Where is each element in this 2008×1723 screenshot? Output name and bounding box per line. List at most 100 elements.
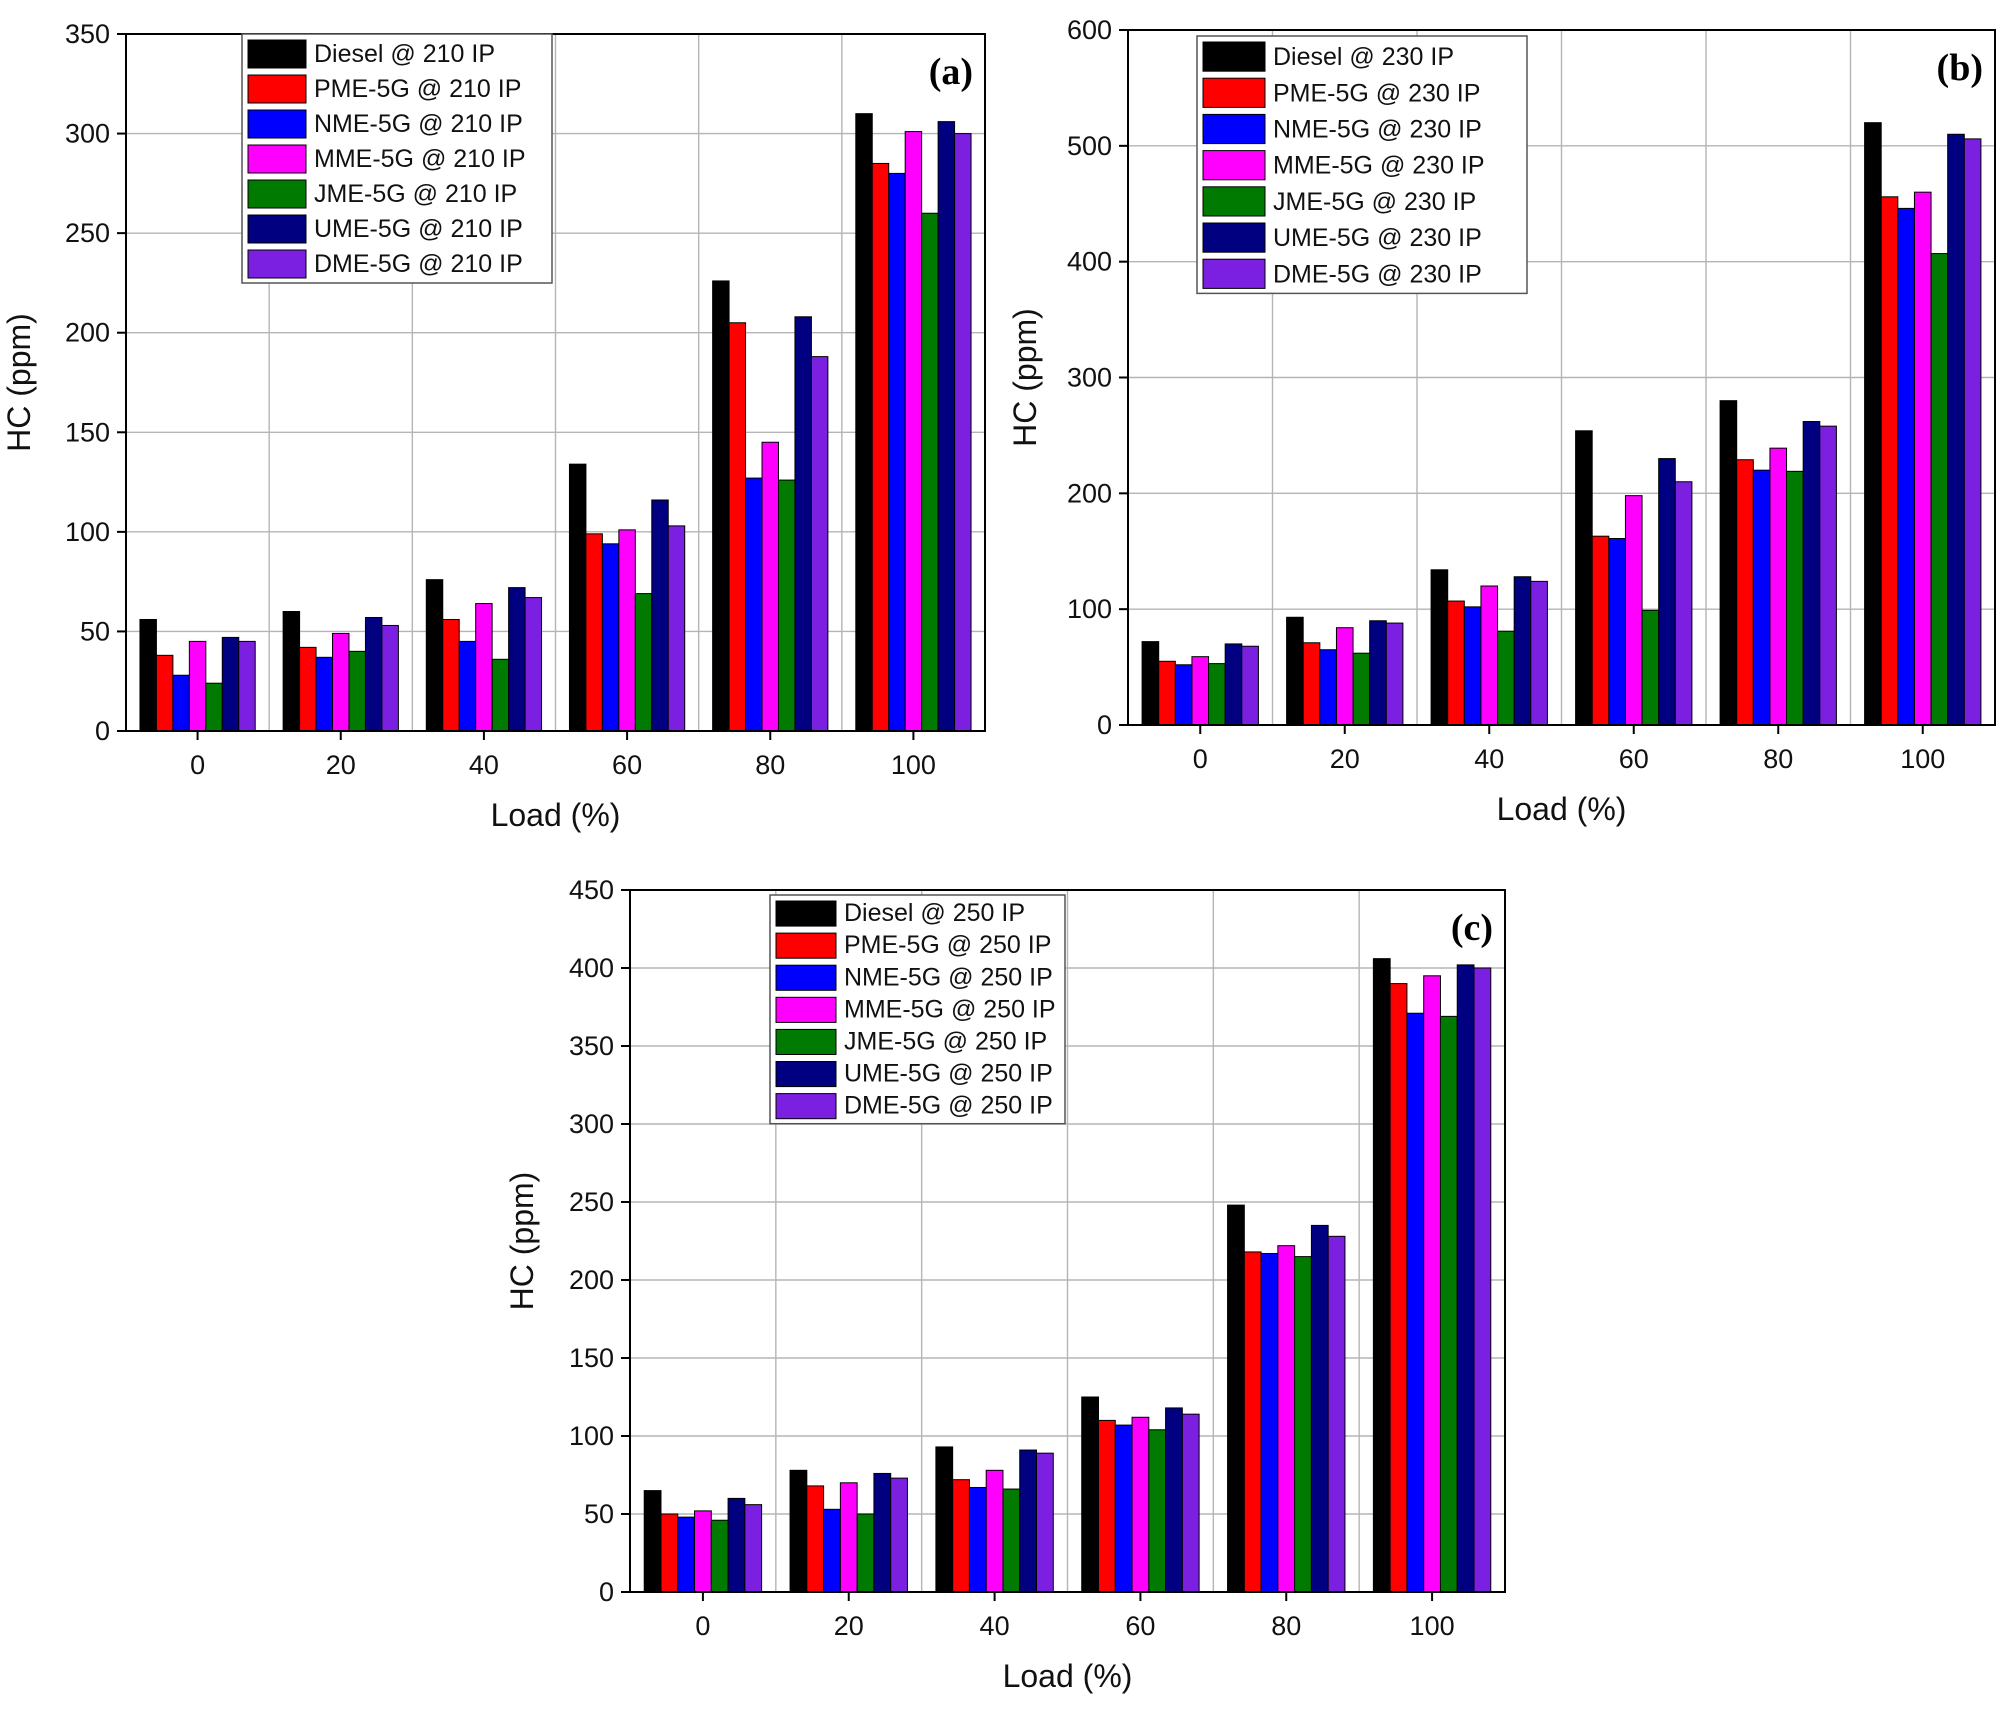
bar-nme-5g-load-60 [1608, 538, 1626, 726]
legend-label: DME-5G @ 250 IP [844, 1092, 1053, 1120]
bar-mme-5g-load-40 [985, 1469, 1004, 1593]
bar-mme-5g-load-100 [904, 131, 923, 732]
legend-label: JME-5G @ 230 IP [1273, 188, 1476, 216]
bar-jme-5g-load-80 [1294, 1256, 1312, 1593]
legend-label: UME-5G @ 230 IP [1273, 224, 1482, 252]
bar-ume-5g-load-20 [1369, 620, 1387, 726]
y-tick-label: 150 [65, 417, 110, 447]
legend-swatch [247, 144, 307, 174]
legend-swatch [247, 214, 307, 244]
bar-ume-5g-load-60 [1165, 1407, 1183, 1593]
legend-label: NME-5G @ 210 IP [314, 110, 523, 138]
legend-label: DME-5G @ 230 IP [1273, 260, 1482, 288]
bar-jme-5g-load-40 [1497, 630, 1515, 726]
legend-swatch [1202, 150, 1266, 181]
bar-diesel-load-100 [1372, 958, 1391, 1593]
bar-jme-5g-load-40 [1002, 1488, 1021, 1593]
x-tick-label: 40 [469, 750, 499, 780]
y-tick-label: 50 [584, 1499, 614, 1529]
bar-diesel-load-60 [568, 463, 587, 732]
bar-jme-5g-load-80 [777, 479, 796, 732]
y-tick-label: 0 [1097, 710, 1112, 740]
bar-nme-5g-load-100 [888, 172, 906, 732]
x-tick-label: 100 [1900, 744, 1945, 774]
legend-label: Diesel @ 250 IP [844, 899, 1025, 927]
x-tick-label: 100 [891, 750, 936, 780]
bar-dme-5g-load-20 [890, 1477, 908, 1593]
bar-jme-5g-load-0 [710, 1519, 729, 1593]
x-tick-label: 80 [1763, 744, 1793, 774]
y-tick-label: 50 [80, 616, 110, 646]
legend: Diesel @ 230 IP PME-5G @ 230 IP NME-5G @ 2… [1196, 35, 1528, 295]
bar-pme-5g-load-60 [585, 533, 603, 732]
legend-swatch [1202, 41, 1266, 72]
bar-dme-5g-load-40 [524, 597, 543, 732]
bar-jme-5g-load-20 [856, 1513, 875, 1593]
bar-pme-5g-load-0 [155, 654, 174, 732]
bar-pme-5g-load-40 [442, 618, 460, 732]
bar-mme-5g-load-0 [188, 640, 207, 732]
bar-dme-5g-load-60 [667, 525, 686, 732]
bar-dme-5g-load-20 [381, 624, 399, 732]
legend-label: JME-5G @ 250 IP [844, 1028, 1047, 1056]
bar-mme-5g-load-100 [1423, 975, 1441, 1593]
legend-swatch [247, 74, 307, 104]
y-tick-label: 600 [1067, 15, 1112, 45]
x-tick-label: 40 [980, 1611, 1010, 1641]
bar-nme-5g-load-80 [1752, 469, 1771, 726]
bar-dme-5g-load-0 [238, 640, 256, 732]
bar-pme-5g-load-40 [1447, 600, 1465, 726]
bar-nme-5g-load-20 [1319, 649, 1337, 726]
x-axis-title: Load (%) [1497, 791, 1627, 827]
x-tick-label: 20 [834, 1611, 864, 1641]
bar-pme-5g-load-40 [952, 1479, 970, 1593]
legend-swatch [775, 1061, 837, 1088]
bar-nme-5g-load-60 [601, 543, 620, 732]
bar-nme-5g-load-40 [458, 640, 477, 732]
bar-mme-5g-load-60 [618, 529, 636, 732]
x-tick-label: 60 [612, 750, 642, 780]
bar-diesel-load-100 [855, 113, 873, 732]
bar-pme-5g-load-0 [1158, 660, 1176, 726]
chart-panel-0: 0 50 100 150 200 250 300 350 0 20 40 60 80 100 Load (%… [1, 19, 986, 833]
bar-jme-5g-load-100 [921, 212, 939, 732]
legend-label: NME-5G @ 230 IP [1273, 115, 1482, 143]
bar-pme-5g-load-100 [1389, 983, 1408, 1593]
bar-nme-5g-load-0 [677, 1516, 696, 1593]
x-tick-label: 60 [1125, 1611, 1155, 1641]
y-tick-label: 100 [1067, 594, 1112, 624]
x-tick-label: 60 [1619, 744, 1649, 774]
legend-swatch [1202, 77, 1266, 108]
bar-diesel-load-80 [712, 280, 730, 732]
bar-mme-5g-load-60 [1624, 495, 1643, 726]
bar-nme-5g-load-80 [745, 477, 763, 732]
bar-mme-5g-load-20 [839, 1482, 858, 1593]
y-tick-label: 400 [1067, 247, 1112, 277]
y-tick-label: 250 [569, 1187, 614, 1217]
bar-nme-5g-load-100 [1897, 207, 1915, 726]
legend-label: Diesel @ 210 IP [314, 40, 495, 68]
bar-ume-5g-load-100 [1947, 133, 1965, 726]
bar-diesel-load-0 [643, 1490, 662, 1593]
bar-dme-5g-load-40 [1530, 580, 1548, 726]
bar-ume-5g-load-20 [364, 616, 383, 732]
x-tick-label: 0 [190, 750, 205, 780]
bar-diesel-load-100 [1864, 122, 1882, 726]
bar-mme-5g-load-80 [1277, 1245, 1296, 1593]
x-tick-label: 100 [1410, 1611, 1455, 1641]
bar-dme-5g-load-60 [1181, 1413, 1200, 1593]
legend-swatch [1202, 113, 1266, 145]
bar-pme-5g-load-80 [1736, 459, 1754, 726]
y-tick-label: 200 [569, 1265, 614, 1295]
bar-ume-5g-load-80 [1802, 421, 1821, 726]
bar-nme-5g-load-20 [823, 1508, 841, 1593]
bar-mme-5g-load-60 [1131, 1416, 1150, 1593]
bar-pme-5g-load-60 [1097, 1419, 1116, 1593]
bar-dme-5g-load-60 [1674, 481, 1693, 726]
legend-swatch [247, 39, 307, 69]
bar-jme-5g-load-60 [634, 593, 653, 732]
bar-nme-5g-load-40 [1463, 606, 1482, 726]
bar-pme-5g-load-0 [660, 1513, 679, 1593]
bar-ume-5g-load-100 [937, 121, 956, 732]
